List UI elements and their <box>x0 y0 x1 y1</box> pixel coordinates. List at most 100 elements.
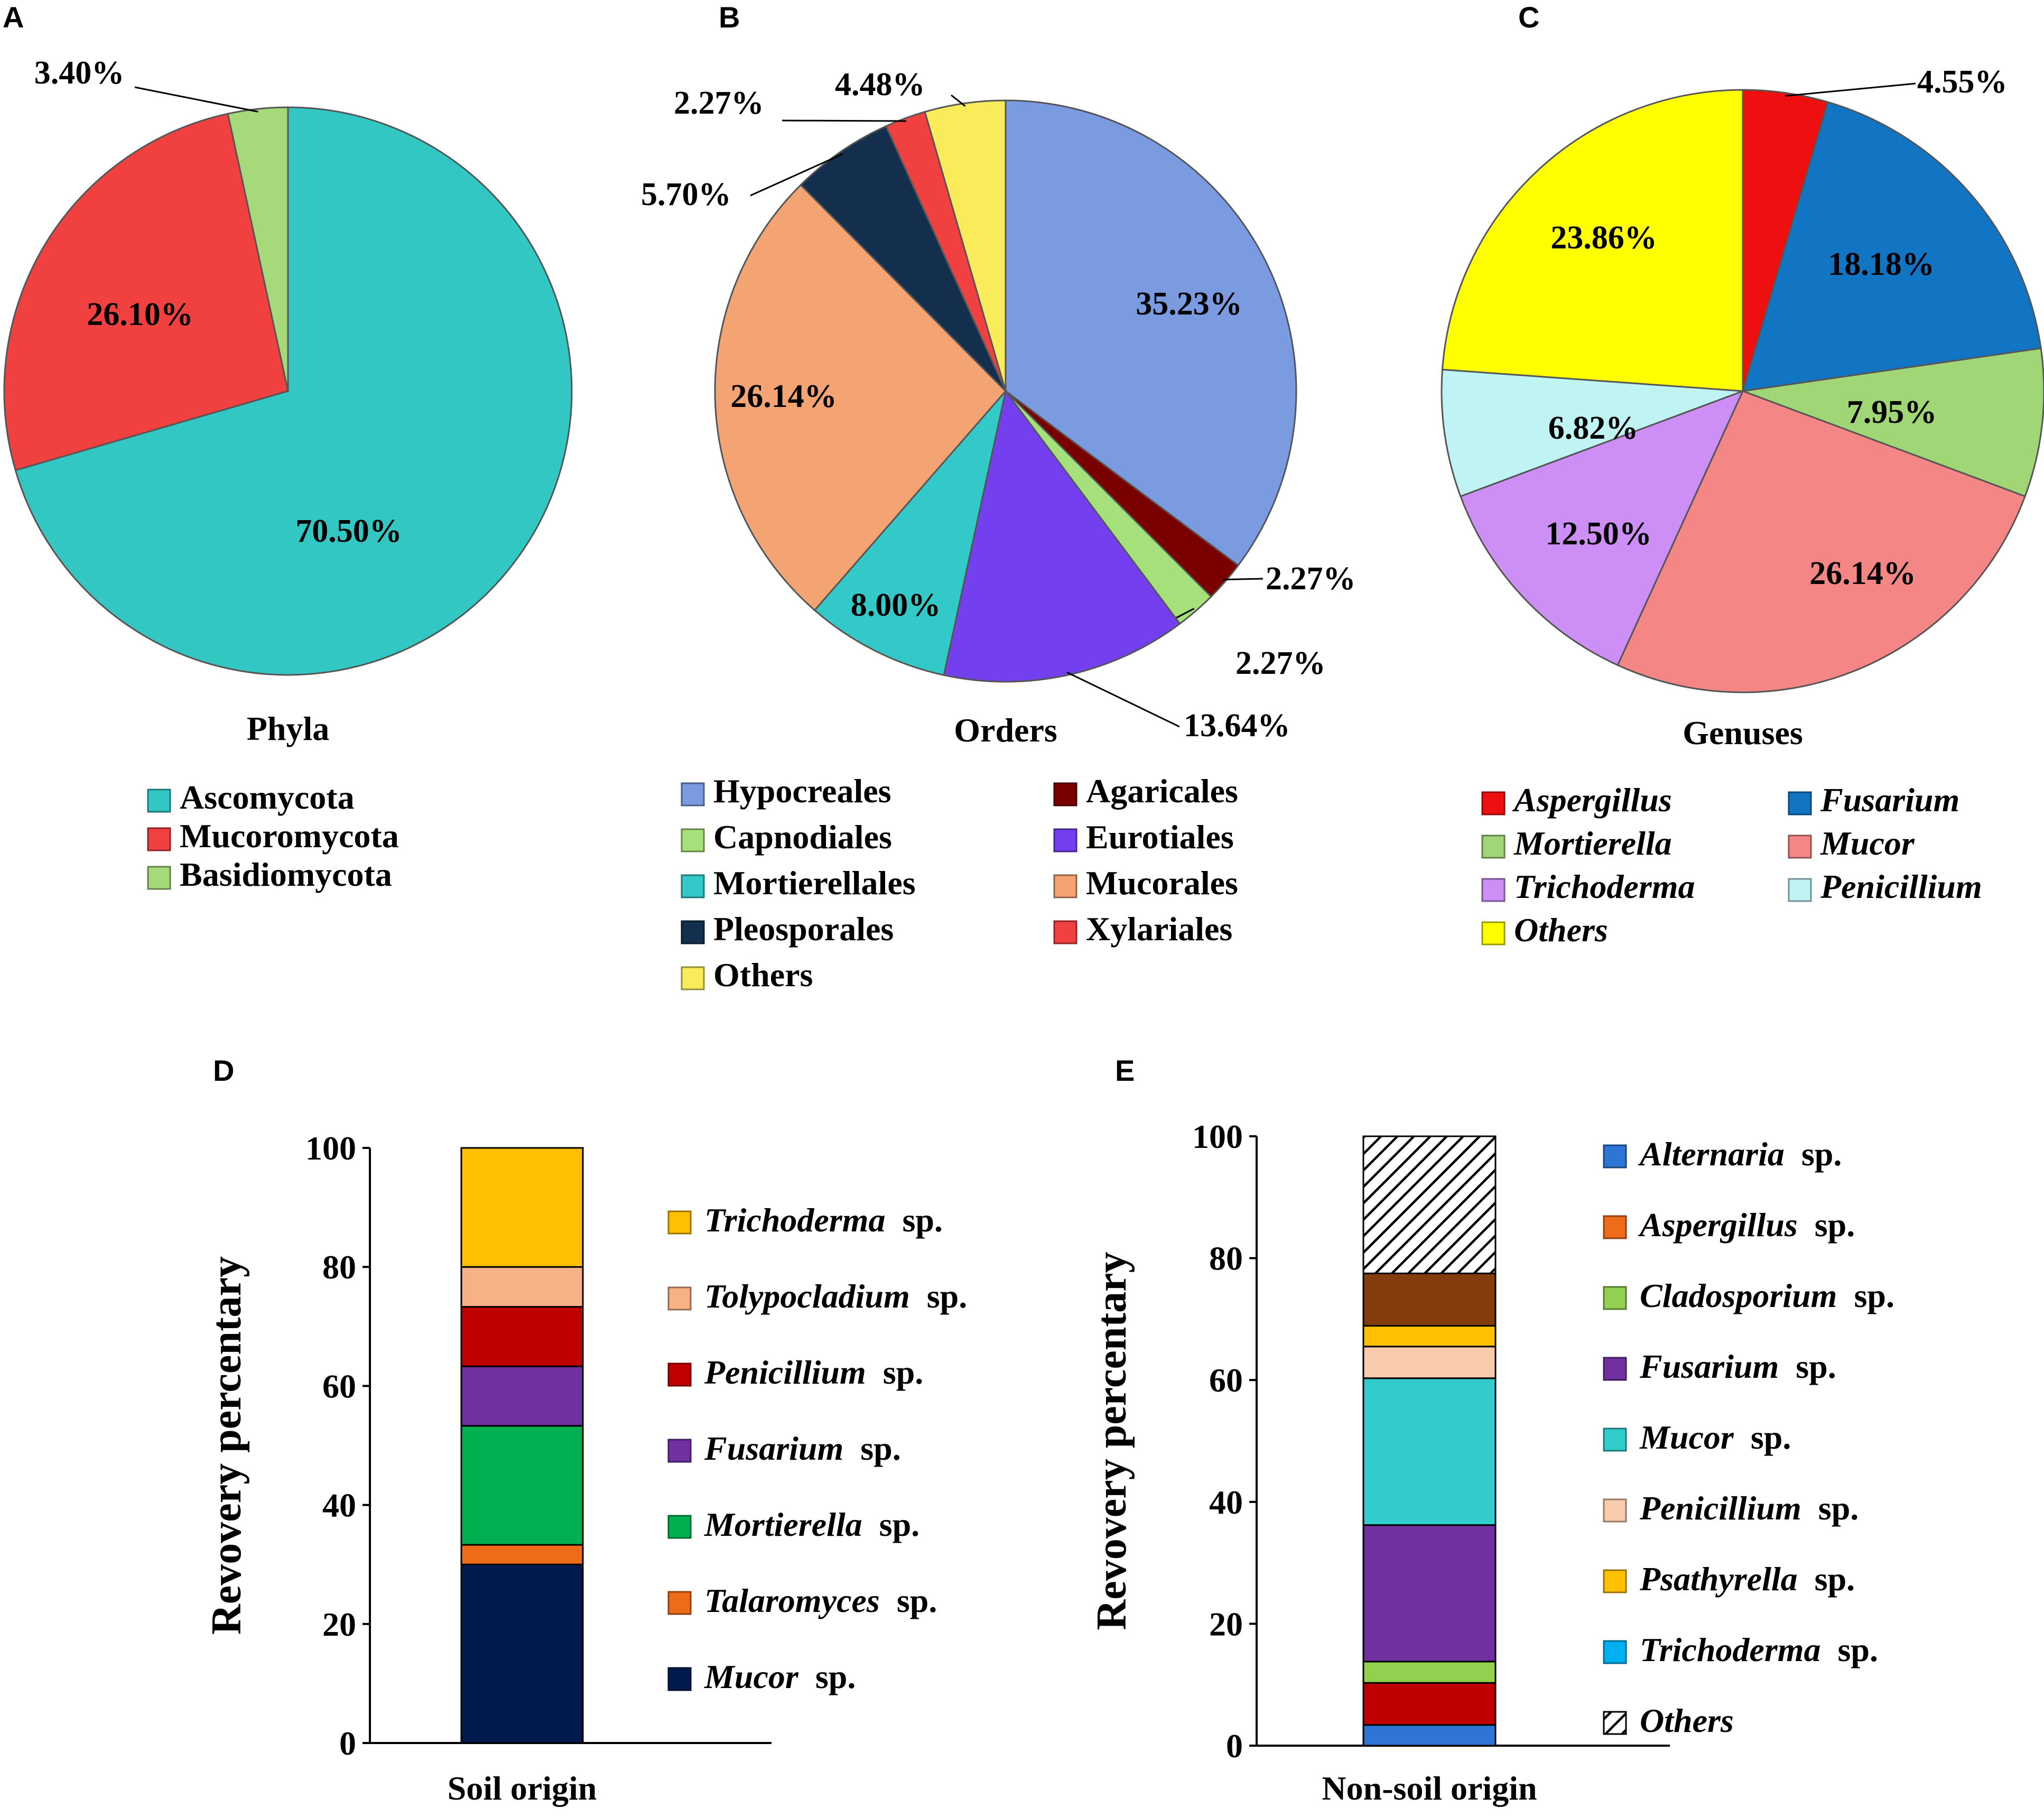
legend-swatch-trichoderma <box>1603 1640 1627 1664</box>
pie-slice-mucoromycota <box>3 113 289 471</box>
legend-label-trichoderma: Trichoderma sp. <box>1640 1631 1878 1668</box>
y-tick-label: 60 <box>322 1367 356 1405</box>
legend-swatch-trichoderma <box>667 1210 692 1235</box>
pie-data-label: 12.50% <box>1545 516 1652 552</box>
legend-swatch-mortierella <box>667 1515 692 1539</box>
bar-chart-non-soil-origin: 0 20 40 60 80 100 Revovery percentary Non-soil … <box>1089 1118 1894 1807</box>
panel-label-c: C <box>1518 1 1539 34</box>
legend-label-aspergillus: Aspergillus sp. <box>1638 1206 1855 1244</box>
pie-data-label: 18.18% <box>1828 246 1935 282</box>
bar-segment-alternaria <box>1362 1724 1497 1747</box>
pie-data-label: 6.82% <box>1548 410 1639 446</box>
y-tick-label: 0 <box>1226 1727 1243 1765</box>
pie-data-label: 5.70% <box>641 177 731 212</box>
pie-slice-eurotiales <box>943 389 1181 683</box>
bar-segment-trichoderma <box>460 1147 584 1268</box>
pie-title: Orders <box>954 711 1057 749</box>
legend-swatch-others <box>1481 921 1506 945</box>
legend-swatch-mortierella <box>1481 835 1506 859</box>
panel-label-d: D <box>213 1054 234 1087</box>
legend-swatch-talaromyces <box>667 1591 692 1615</box>
legend-label-mucor: Mucor <box>1820 824 1915 862</box>
leader-line <box>1785 82 1916 97</box>
legend-swatch-penicillium <box>1788 878 1812 902</box>
legend-label-capnodiales: Capnodiales <box>713 818 892 856</box>
y-tick-label: 0 <box>339 1725 356 1762</box>
panel-label-b: B <box>719 1 740 34</box>
panel-label-a: A <box>3 1 24 34</box>
pie-data-label: 35.23% <box>1136 286 1242 322</box>
pie-data-label: 26.14% <box>1809 555 1916 591</box>
bar-segment-cladosporium <box>1362 1661 1497 1684</box>
pie-data-label: 2.27% <box>1266 561 1356 597</box>
legend-label-aspergillus: Aspergillus <box>1512 781 1672 819</box>
legend-label-mortierella: Mortierella <box>1513 824 1672 862</box>
pie-slice-mucorales <box>714 183 1007 611</box>
legend-label-others: Others <box>1640 1702 1734 1739</box>
pie-slice-basidiomycota <box>227 106 289 392</box>
legend-swatch-others <box>1603 1711 1627 1735</box>
bar-segment-mortierella <box>460 1425 584 1546</box>
legend-label-penicillium: Penicillium <box>1820 868 1982 905</box>
legend-label-fusarium: Fusarium <box>1820 781 1959 819</box>
bar-segment-penicillium <box>1362 1346 1497 1379</box>
bar-segment-aspergillus <box>1362 1272 1497 1327</box>
legend-swatch-aspergillus <box>1481 791 1506 815</box>
legend-swatch-others <box>681 966 705 990</box>
y-tick-label: 20 <box>1209 1605 1243 1643</box>
pie-slice-penicillium <box>1441 368 1743 498</box>
legend-label-others: Others <box>1514 911 1608 949</box>
leader-line <box>1223 578 1263 581</box>
legend-label-mucoromycota: Mucoromycota <box>180 817 399 855</box>
legend-label-mucor: Mucor sp. <box>1639 1419 1791 1456</box>
legend-label-ascomycota: Ascomycota <box>180 778 355 816</box>
legend-label-fusarium: Fusarium sp. <box>704 1430 901 1467</box>
pie-slice-fusarium <box>1741 101 2042 392</box>
y-axis-title: Revovery percentary <box>1089 1251 1135 1630</box>
bar-segment-penicillium <box>460 1306 584 1367</box>
pie-data-label: 70.50% <box>295 513 402 549</box>
panel-label-e: E <box>1115 1054 1135 1087</box>
legend-label-mortierellales: Mortierellales <box>713 864 916 902</box>
legend-swatch-psathyrella <box>1603 1569 1627 1593</box>
legend-label-eurotiales: Eurotiales <box>1086 818 1234 856</box>
legend-label-basidiomycota: Basidiomycota <box>180 856 392 893</box>
bar-segment-others <box>1362 1135 1497 1274</box>
legend-label-mortierella: Mortierella sp. <box>704 1506 919 1543</box>
pie-data-label: 26.10% <box>87 296 193 332</box>
pie-data-label: 8.00% <box>851 587 941 623</box>
legend-label-tolypocladium: Tolypocladium sp. <box>704 1277 967 1315</box>
bar-segment-mucor <box>1362 1377 1497 1526</box>
legend-swatch-trichoderma <box>1481 878 1506 902</box>
legend-swatch-pleosporales <box>681 920 705 944</box>
leader-line <box>750 153 843 197</box>
bar-segment-fusarium <box>460 1365 584 1427</box>
legend-label-mucor: Mucor sp. <box>704 1658 856 1695</box>
legend-swatch-fusarium <box>667 1439 692 1463</box>
y-tick-label: 100 <box>305 1129 356 1167</box>
legend-label-xylariales: Xylariales <box>1086 910 1232 948</box>
legend-swatch-agaricales <box>1053 782 1077 806</box>
legend-label-others: Others <box>713 956 813 994</box>
y-tick-label: 40 <box>1209 1484 1243 1521</box>
legend-swatch-mucor <box>1603 1427 1627 1452</box>
legend-swatch-eurotiales <box>1053 828 1077 852</box>
legend-label-psathyrella: Psathyrella sp. <box>1639 1560 1855 1598</box>
legend-label-penicillium: Penicillium sp. <box>1639 1489 1859 1527</box>
legend-swatch-hypocreales <box>681 782 705 806</box>
bar-segment-penicillium-dark-red <box>1362 1682 1497 1726</box>
pie-slice-others <box>924 99 1007 392</box>
legend-swatch-ascomycota <box>147 789 171 813</box>
pie-data-label: 2.27% <box>674 85 764 121</box>
pie-data-label: 23.86% <box>1550 220 1657 256</box>
legend-label-penicillium: Penicillium sp. <box>704 1354 923 1391</box>
y-tick-label: 80 <box>1209 1240 1243 1277</box>
pie-title: Phyla <box>247 710 329 747</box>
pie-slice-ascomycota <box>14 106 573 676</box>
legend-swatch-mucor <box>667 1667 692 1691</box>
legend-swatch-basidiomycota <box>147 866 171 890</box>
legend-label-fusarium: Fusarium sp. <box>1639 1348 1836 1385</box>
pie-slice-pleosporales <box>800 125 1007 392</box>
